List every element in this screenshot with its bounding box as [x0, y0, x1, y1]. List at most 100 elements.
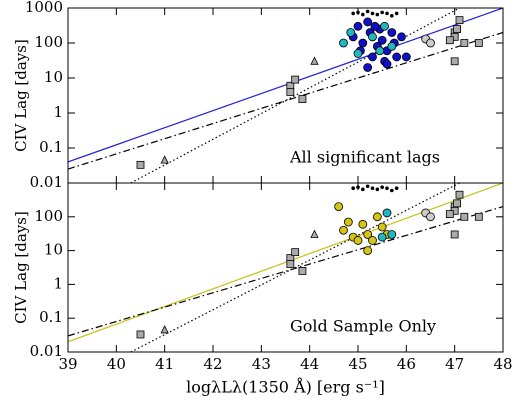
fit-line — [68, 206, 503, 337]
dot-point — [375, 12, 380, 17]
square-point — [291, 75, 300, 84]
circle-point — [397, 32, 406, 42]
square-point — [286, 88, 295, 96]
square-point — [445, 210, 454, 219]
y-tick-label: 0.1 — [39, 138, 63, 156]
square-point — [455, 16, 464, 25]
triangle-point — [310, 56, 319, 65]
fit-line — [68, 31, 503, 170]
square-point — [450, 57, 459, 66]
y-tick-label: 100 — [34, 33, 63, 51]
dot-point — [375, 187, 380, 192]
y-tick-label: 10 — [44, 68, 63, 86]
y-tick-label: 10 — [44, 241, 63, 259]
circle-point — [375, 46, 385, 56]
dot-point — [385, 186, 389, 191]
circle-point — [380, 21, 389, 31]
x-axis-label: logλLλ(1350 Å) [erg s⁻¹] — [186, 377, 385, 397]
square-point — [474, 39, 483, 47]
circle-point — [401, 52, 411, 62]
circle-point — [346, 28, 356, 37]
dot-point — [394, 186, 399, 191]
x-tick-label: 39 — [58, 355, 77, 373]
circle-point — [353, 236, 363, 245]
circle-point — [426, 38, 435, 48]
square-point — [286, 260, 295, 268]
y-tick-label: 1000 — [25, 0, 63, 16]
square-point — [460, 212, 469, 221]
circle-point — [377, 35, 387, 45]
dot-point — [394, 11, 399, 16]
square-point — [460, 39, 469, 47]
y-tick-label: 0.01 — [30, 173, 63, 191]
circle-point — [382, 208, 392, 218]
plot-frame — [67, 182, 504, 353]
triangle-point — [310, 229, 319, 238]
circle-point — [363, 230, 373, 239]
dot-point — [351, 11, 355, 16]
square-point — [136, 160, 145, 169]
circle-point — [353, 21, 363, 31]
square-point — [450, 230, 459, 239]
circle-point — [363, 63, 373, 72]
square-point — [453, 25, 461, 33]
x-tick-label: 41 — [155, 355, 174, 373]
x-tick-label: 47 — [445, 355, 464, 373]
circle-point — [363, 17, 373, 27]
fit-line — [68, 183, 503, 343]
x-tick-label: 42 — [203, 355, 222, 373]
square-point — [453, 199, 461, 208]
square-point — [455, 190, 464, 199]
annotation: All significant lags — [289, 148, 440, 167]
circle-point — [353, 49, 363, 58]
circle-point — [372, 212, 382, 222]
y-axis-label: CIV Lag [days] — [12, 39, 30, 152]
dot-point — [390, 188, 394, 193]
dot-point — [380, 10, 384, 15]
fit-line — [130, 183, 460, 352]
dot-point — [351, 186, 355, 191]
y-tick-label: 1 — [53, 274, 63, 292]
dot-point — [380, 185, 384, 190]
dot-point — [370, 186, 375, 191]
circle-point — [343, 217, 353, 227]
circle-point — [387, 28, 397, 37]
circle-point — [358, 219, 368, 229]
x-tick-label: 43 — [252, 355, 271, 373]
circle-point — [377, 222, 387, 232]
dot-point — [356, 185, 360, 190]
y-tick-label: 0.01 — [30, 342, 63, 360]
square-point — [298, 267, 307, 275]
circle-point — [370, 21, 380, 31]
annotation: Gold Sample Only — [290, 317, 436, 336]
y-tick-label: 100 — [34, 207, 63, 225]
dot-point — [356, 10, 360, 15]
x-tick-label: 48 — [493, 355, 512, 373]
x-tick-label: 40 — [107, 355, 126, 373]
circle-point — [426, 212, 435, 222]
fit-line — [68, 8, 503, 163]
dot-point — [361, 187, 365, 192]
circle-point — [387, 41, 397, 51]
dot-point — [361, 12, 365, 17]
square-point — [291, 248, 300, 257]
circle-point — [387, 230, 397, 239]
dot-point — [365, 9, 370, 14]
circle-point — [368, 52, 377, 62]
triangle-point — [160, 155, 169, 164]
circle-point — [363, 246, 373, 256]
square-point — [474, 212, 483, 221]
y-tick-label: 0.1 — [39, 308, 63, 326]
circle-point — [358, 38, 368, 48]
triangle-point — [160, 325, 169, 334]
y-tick-label: 1 — [53, 103, 63, 121]
circle-point — [334, 202, 344, 212]
circle-point — [368, 32, 377, 42]
dot-point — [390, 13, 394, 18]
circle-point — [339, 225, 348, 235]
x-tick-label: 45 — [348, 355, 367, 373]
square-point — [136, 330, 145, 339]
circle-point — [392, 52, 402, 62]
dot-point — [370, 11, 375, 16]
